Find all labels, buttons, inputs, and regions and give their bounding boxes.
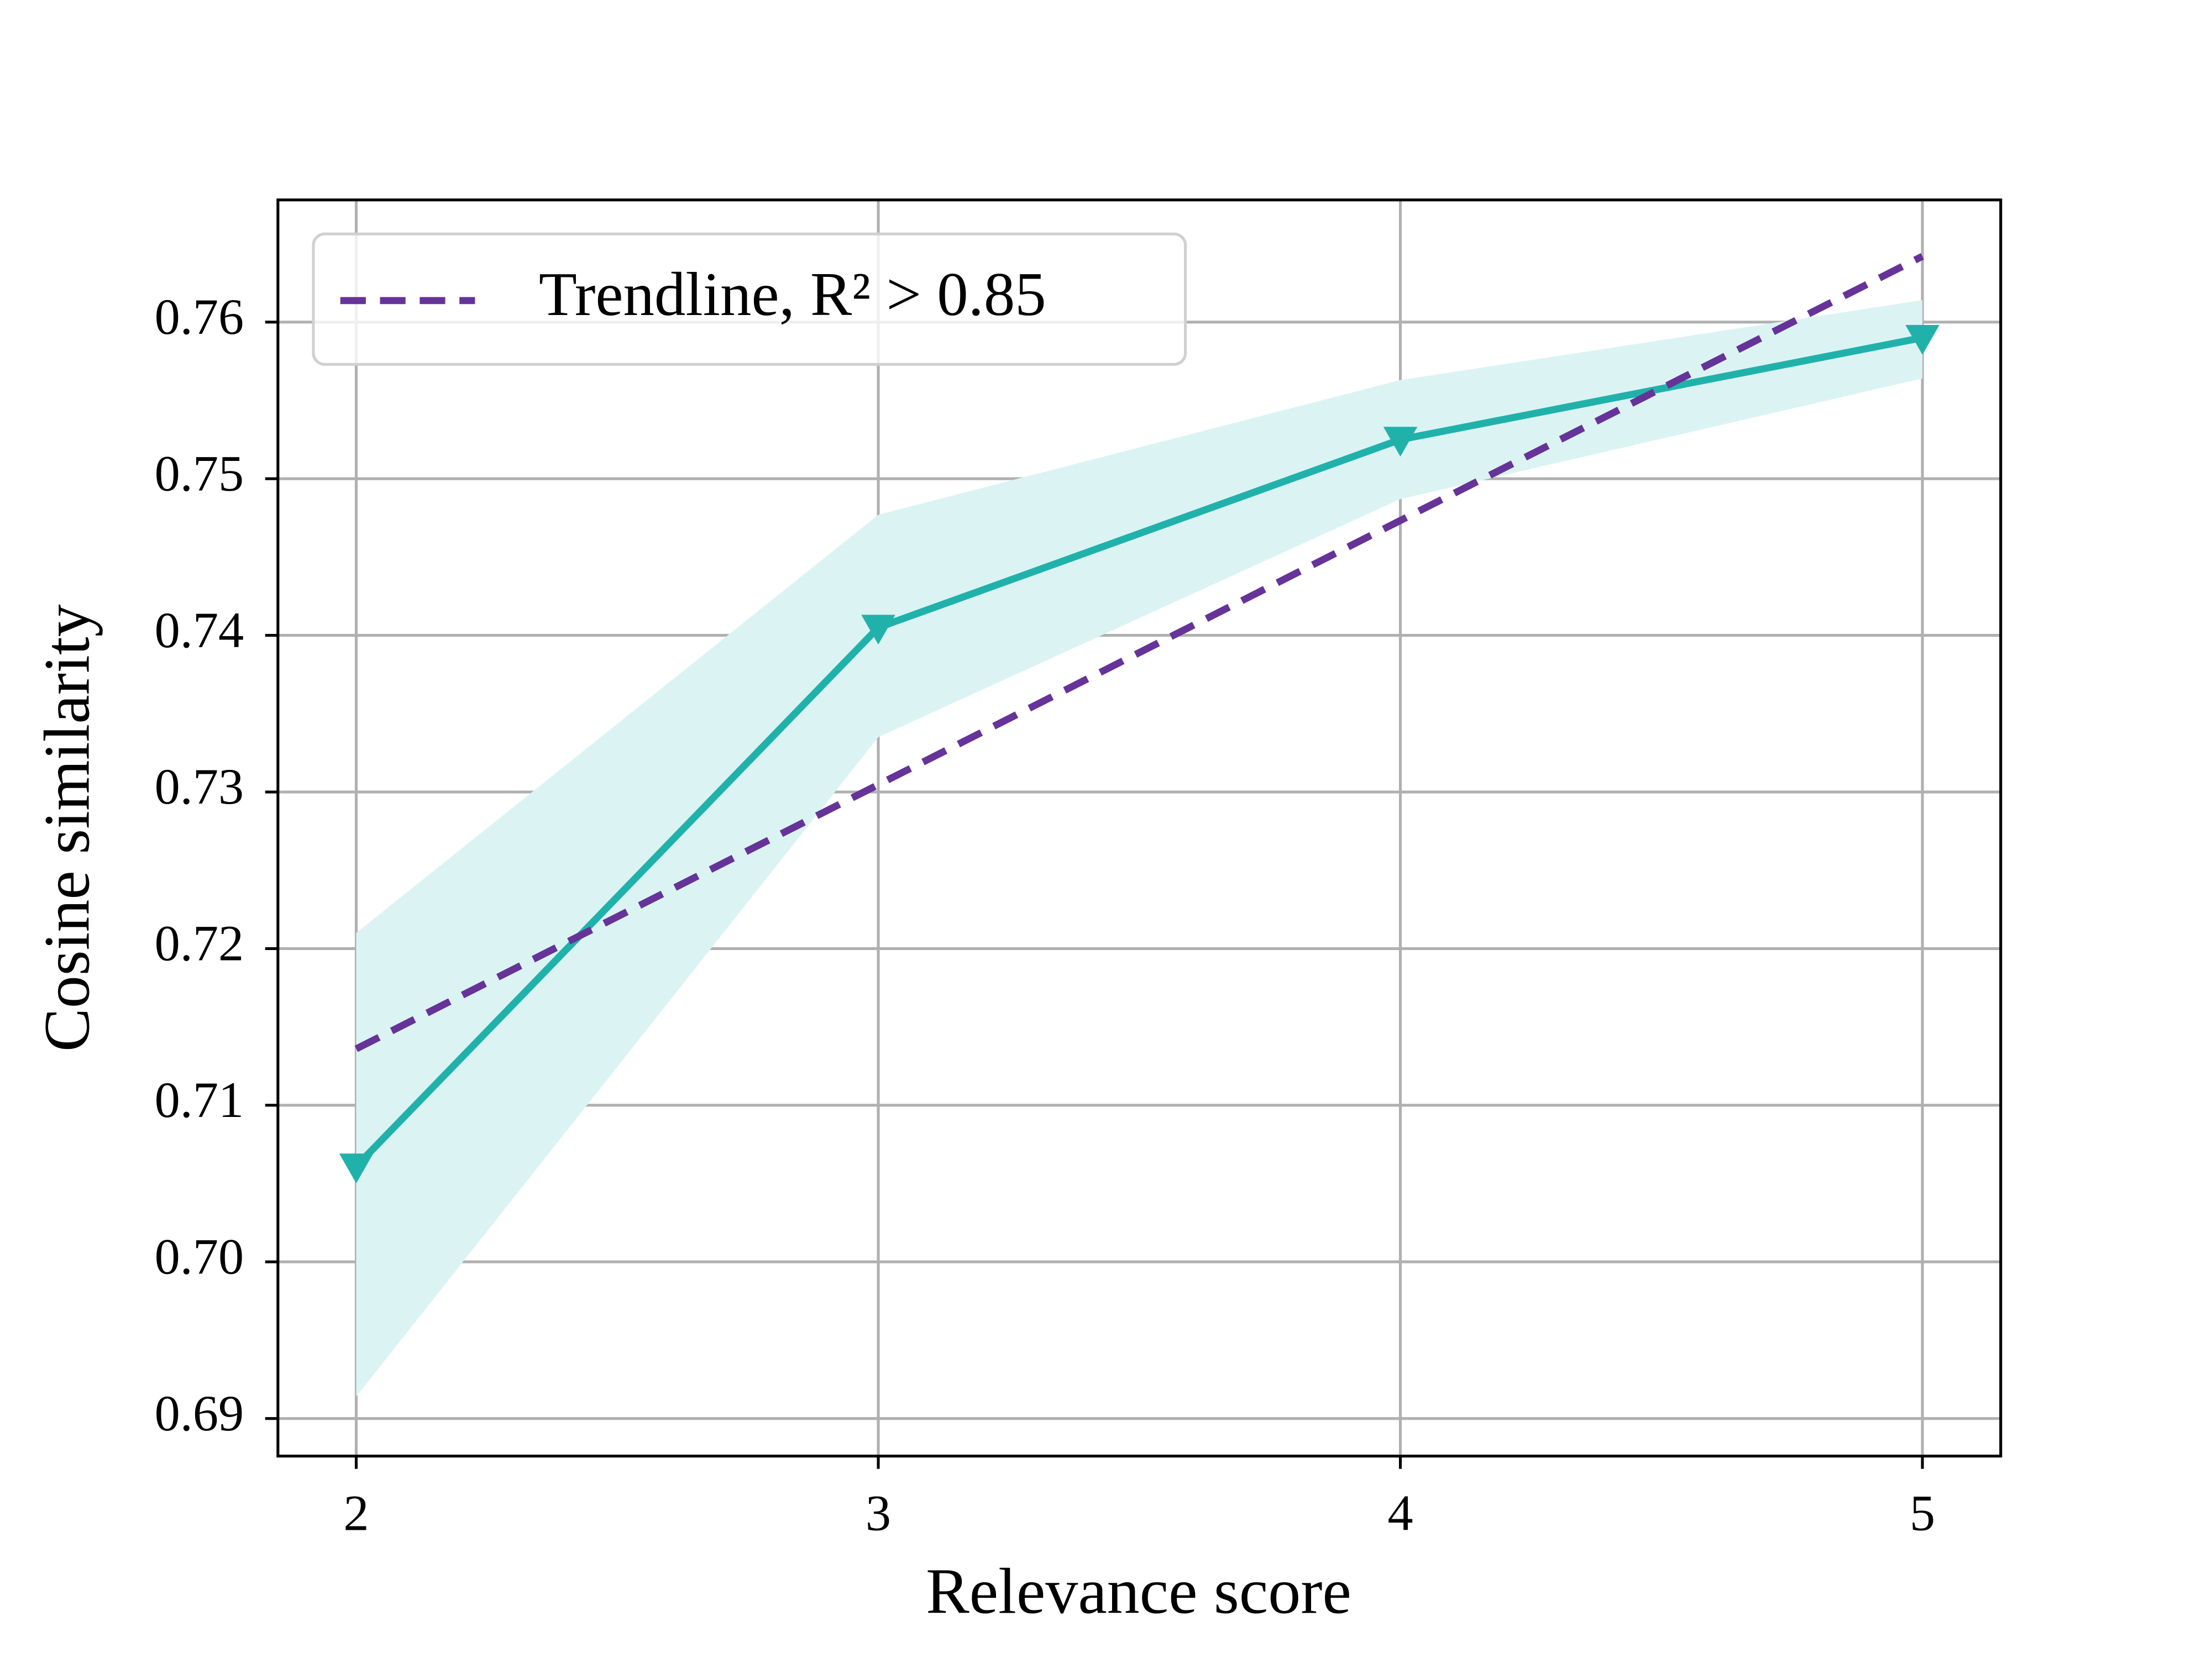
plot-frame	[276, 198, 2003, 1458]
marker	[861, 615, 895, 645]
marker	[1383, 427, 1418, 457]
y-axis-label: Cosine similarity	[30, 604, 103, 1052]
legend-box	[312, 232, 1187, 366]
y-tick-label: 0.72	[155, 915, 244, 972]
y-tick-label: 0.76	[155, 288, 244, 345]
x-tick-label: 2	[343, 1485, 369, 1541]
x-axis-label: Relevance score	[926, 1555, 1351, 1627]
y-tick-label: 0.73	[155, 758, 244, 815]
y-tick-label: 0.74	[155, 602, 244, 658]
y-tick-label: 0.70	[155, 1228, 244, 1284]
confidence-band	[356, 300, 1923, 1397]
y-tick-label: 0.69	[155, 1385, 244, 1441]
data-line	[353, 334, 1923, 1169]
x-tick-label: 5	[1910, 1485, 1935, 1541]
legend-label: Trendline, R² > 0.85	[539, 260, 1046, 329]
trendline	[354, 253, 1924, 1052]
marker	[339, 1153, 374, 1184]
x-tick-label: 3	[866, 1485, 891, 1541]
y-tick-label: 0.71	[155, 1072, 244, 1128]
marker	[1905, 325, 1940, 355]
y-tick-label: 0.75	[155, 445, 244, 501]
x-tick-label: 4	[1387, 1485, 1413, 1541]
